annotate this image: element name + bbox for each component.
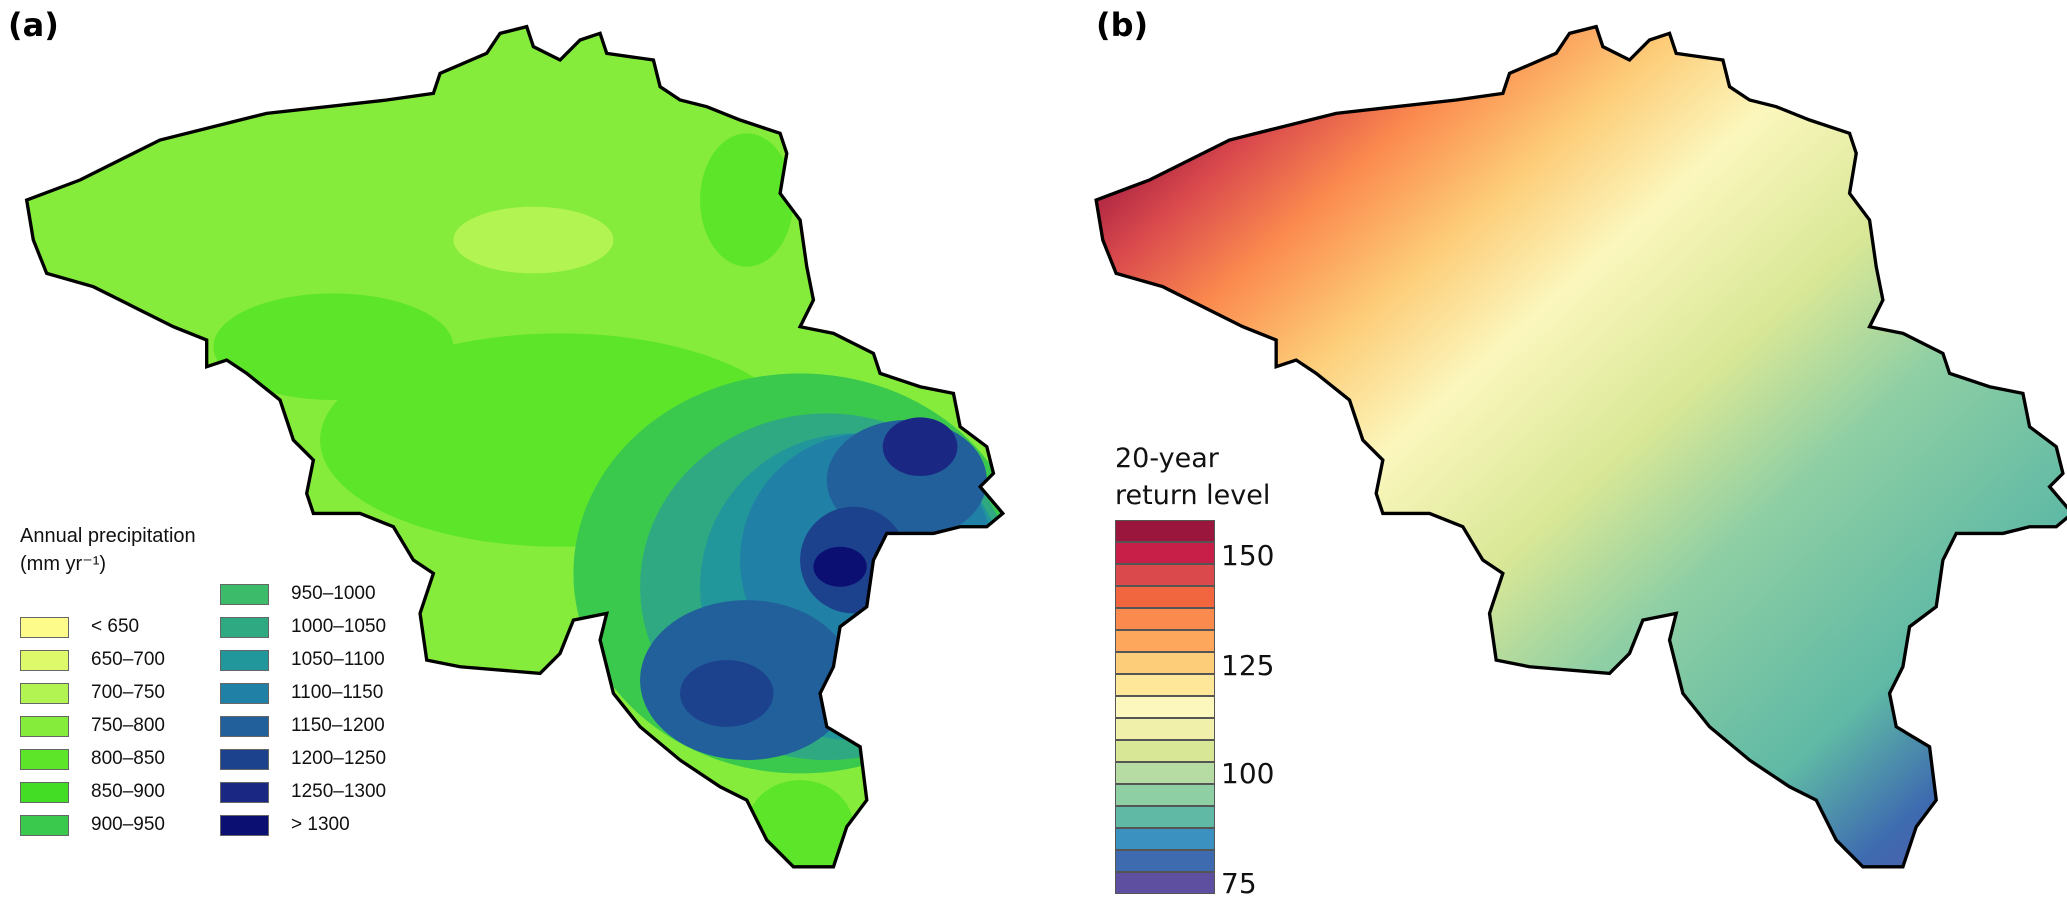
colorbar-swatch — [1116, 697, 1214, 719]
legend-swatch — [220, 715, 269, 737]
legend-swatch — [20, 781, 69, 803]
legend-item: 1250–1300 — [220, 780, 410, 804]
legend-swatch — [20, 715, 69, 737]
legend-swatch — [220, 616, 269, 638]
map-a-precipitation — [26, 26, 1003, 867]
legend-swatch — [20, 748, 69, 770]
colorbar-swatch — [1116, 675, 1214, 697]
legend-item: 1200–1250 — [220, 747, 410, 771]
legend-label: 700–750 — [91, 682, 165, 703]
legend-swatch — [220, 649, 269, 671]
tick-label: 150 — [1221, 539, 1275, 572]
colorbar-swatch — [1116, 741, 1214, 763]
legend-swatch — [220, 781, 269, 803]
legend-item: 1000–1050 — [220, 615, 410, 639]
legend-return-level: 20-year return level 150 125 100 75 — [1115, 440, 1355, 909]
legend-item: 1050–1100 — [220, 648, 410, 672]
panel-b-label: (b) — [1096, 6, 1149, 44]
legend-label: > 1300 — [291, 814, 350, 835]
colorbar-swatch — [1116, 829, 1214, 851]
colorbar-swatch — [1116, 565, 1214, 587]
legend-swatch — [20, 682, 69, 704]
legend-item: 900–950 — [20, 813, 210, 837]
colorbar-swatch — [1116, 785, 1214, 807]
legend-swatch — [20, 814, 69, 836]
legend-title-line2: return level — [1115, 480, 1271, 511]
legend-label: 1150–1200 — [291, 715, 385, 736]
legend-label: 950–1000 — [291, 583, 376, 604]
tick-label: 100 — [1221, 757, 1275, 790]
legend-label: 1200–1250 — [291, 748, 387, 769]
colorbar-swatch — [1116, 587, 1214, 609]
legend-item: 1150–1200 — [220, 714, 410, 738]
legend-swatch — [220, 814, 269, 836]
legend-swatch — [220, 748, 269, 770]
legend-title: Annual precipitation — [20, 525, 196, 547]
colorbar-swatch — [1116, 631, 1214, 653]
colorbar-swatch — [1116, 763, 1214, 785]
legend-item: 1100–1150 — [220, 681, 410, 705]
legend-item: 850–900 — [20, 780, 210, 804]
colorbar — [1115, 520, 1215, 894]
legend-item: 700–750 — [20, 681, 210, 705]
panel-a-label: (a) — [8, 6, 59, 44]
legend-label: 900–950 — [91, 814, 165, 835]
legend-item: 750–800 — [20, 714, 210, 738]
legend-swatch — [20, 616, 69, 638]
legend-item: 800–850 — [20, 747, 210, 771]
legend-label: 1050–1100 — [291, 649, 385, 670]
legend-label: 800–850 — [91, 748, 165, 769]
legend-title-line1: 20-year — [1115, 443, 1219, 474]
colorbar-swatch — [1116, 653, 1214, 675]
tick-label: 125 — [1221, 649, 1275, 682]
legend-item: < 650 — [20, 615, 210, 639]
legend-label: 750–800 — [91, 715, 165, 736]
colorbar-swatch — [1116, 851, 1214, 873]
colorbar-swatch — [1116, 543, 1214, 565]
legend-swatch — [220, 682, 269, 704]
legend-label: 1000–1050 — [291, 616, 387, 637]
colorbar-swatch — [1116, 807, 1214, 829]
legend-label: 1100–1150 — [291, 682, 384, 703]
legend-item: > 1300 — [220, 813, 410, 837]
colorbar-swatch — [1116, 609, 1214, 631]
legend-unit: (mm yr⁻¹) — [20, 553, 107, 575]
colorbar-swatch — [1116, 521, 1214, 543]
legend-label: < 650 — [91, 616, 140, 637]
colorbar-swatch — [1116, 719, 1214, 741]
legend-label: 1250–1300 — [291, 781, 387, 802]
legend-item: 650–700 — [20, 648, 210, 672]
colorbar-swatch — [1116, 873, 1214, 893]
legend-item: 950–1000 — [220, 582, 410, 606]
tick-label: 75 — [1221, 867, 1257, 900]
legend-label: 850–900 — [91, 781, 165, 802]
legend-annual-precipitation: Annual precipitation (mm yr⁻¹) < 650 650–… — [20, 522, 440, 862]
legend-swatch — [20, 649, 69, 671]
legend-label: 650–700 — [91, 649, 165, 670]
legend-swatch — [220, 583, 269, 605]
